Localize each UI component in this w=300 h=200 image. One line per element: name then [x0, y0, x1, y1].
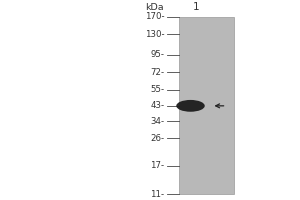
- Text: 11-: 11-: [150, 190, 164, 199]
- Text: 130-: 130-: [145, 30, 164, 39]
- Text: kDa: kDa: [145, 3, 164, 12]
- Text: 1: 1: [193, 2, 200, 12]
- Text: 34-: 34-: [150, 117, 164, 126]
- Text: 26-: 26-: [150, 134, 164, 143]
- Text: 17-: 17-: [150, 161, 164, 170]
- Text: 55-: 55-: [150, 85, 164, 94]
- Text: 170-: 170-: [145, 12, 164, 21]
- Text: 72-: 72-: [150, 68, 164, 77]
- Ellipse shape: [176, 100, 205, 112]
- Text: 95-: 95-: [150, 50, 164, 59]
- Text: 43-: 43-: [150, 101, 164, 110]
- FancyBboxPatch shape: [178, 17, 234, 194]
